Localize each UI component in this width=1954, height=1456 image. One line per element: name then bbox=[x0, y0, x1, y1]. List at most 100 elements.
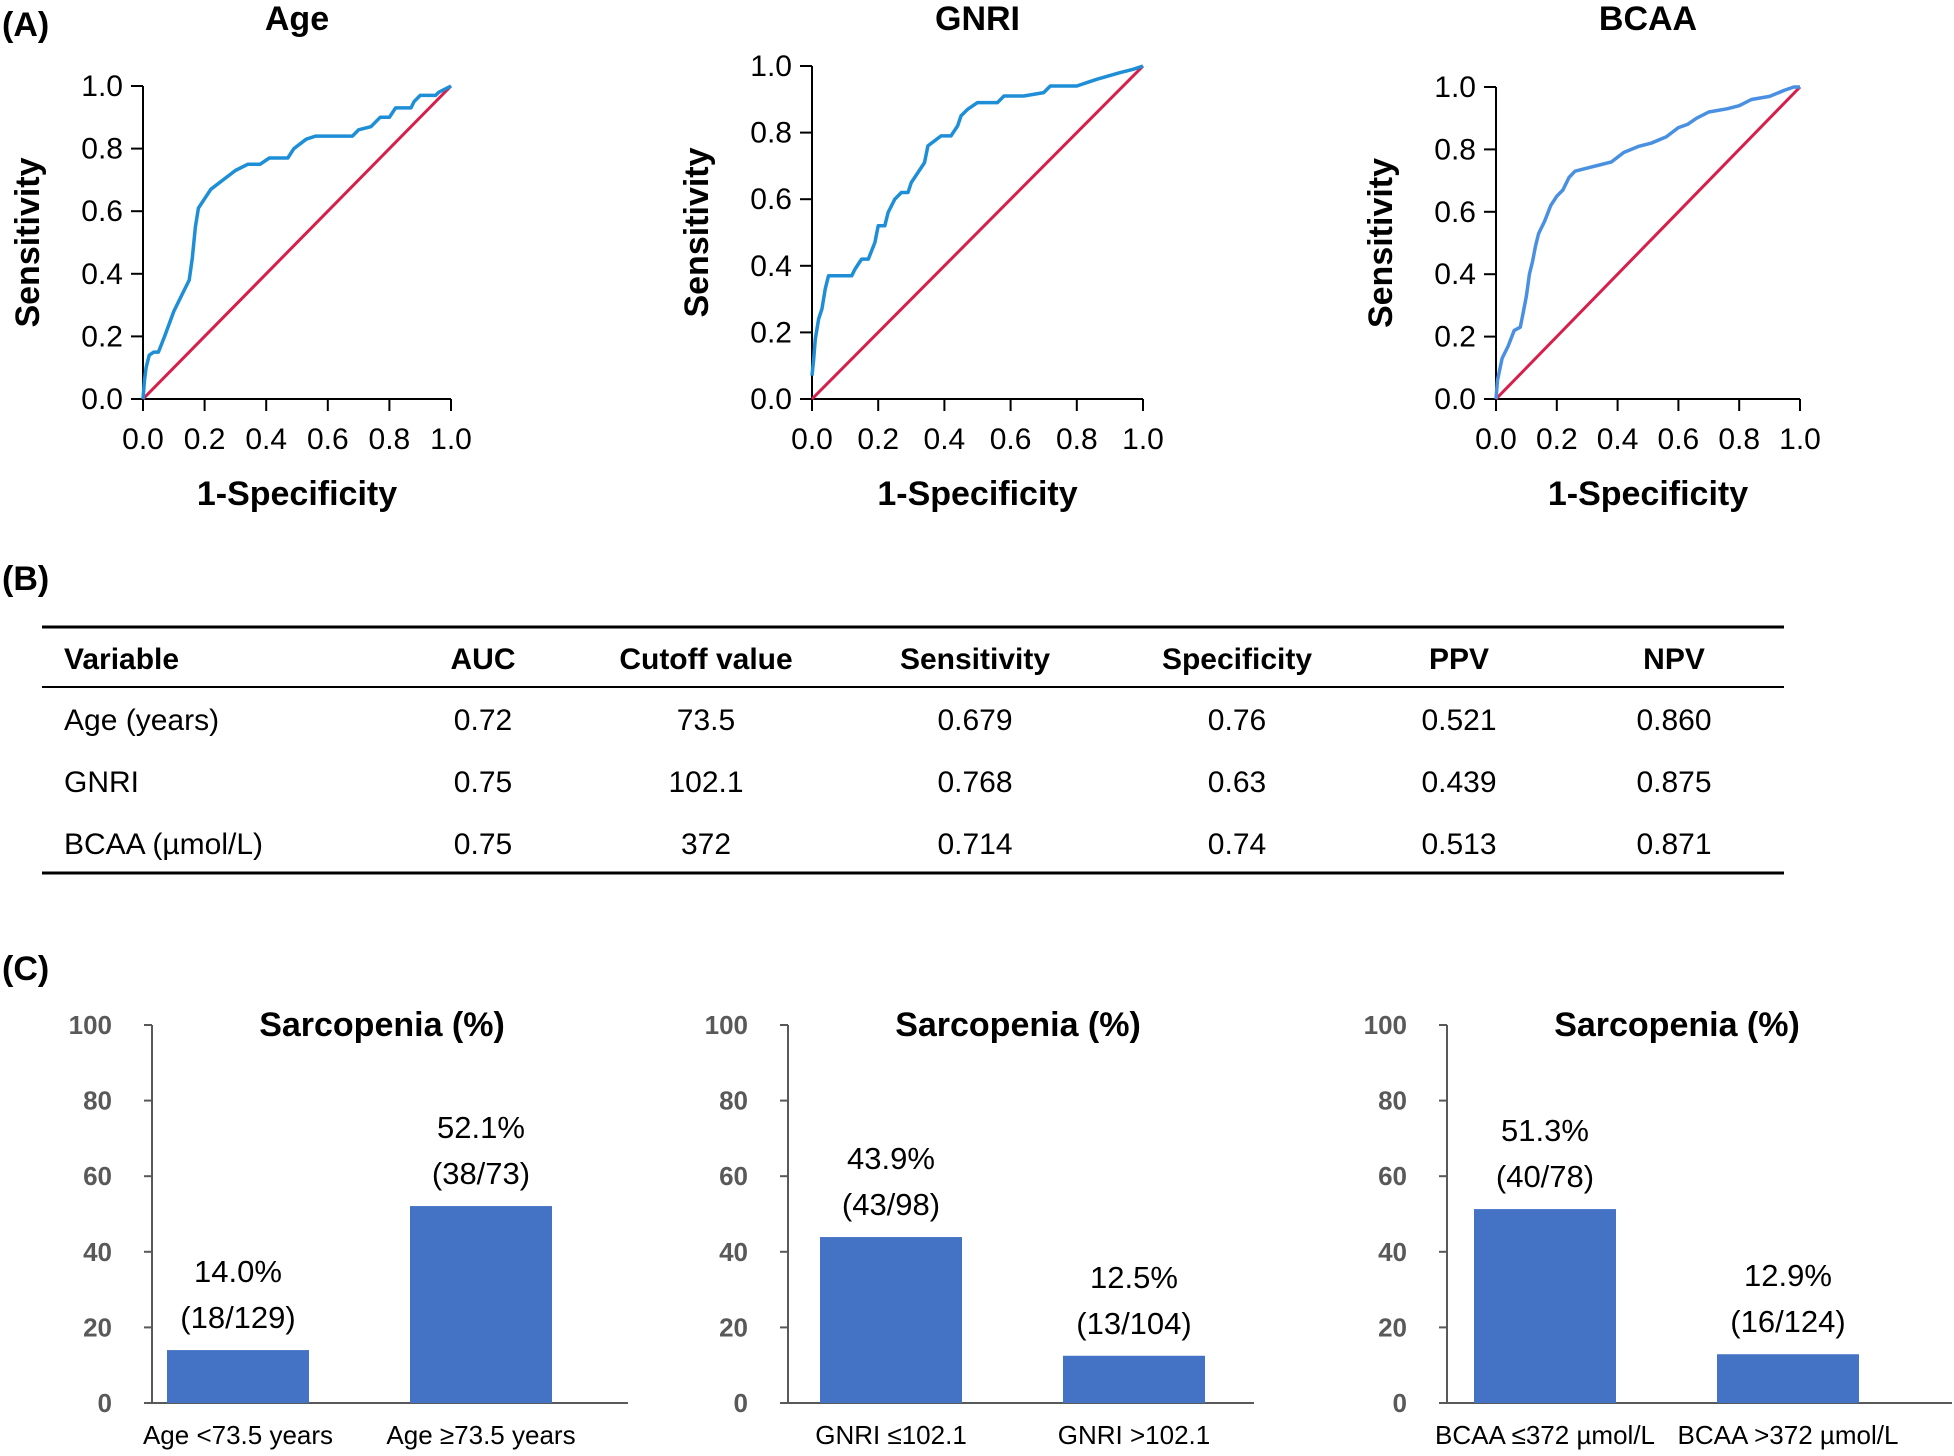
roc-reference-diagonal bbox=[141, 84, 453, 401]
table-cell: 0.875 bbox=[1636, 766, 1711, 799]
table-cell: 0.439 bbox=[1421, 766, 1496, 799]
bar-count-label: (43/98) bbox=[842, 1187, 940, 1222]
bar-category-label: BCAA ≤372 µmol/L bbox=[1435, 1420, 1655, 1450]
bar-chart-title: Sarcopenia (%) bbox=[259, 1006, 505, 1044]
bar-chart-1: Sarcopenia (%) 0 20 40 60 80 100 14.0% (18/129) A… bbox=[69, 1006, 628, 1450]
bar-y-tick-label: 40 bbox=[719, 1237, 748, 1267]
roc-x-tick-label: 0.0 bbox=[1475, 423, 1517, 456]
table-cell: 0.871 bbox=[1636, 828, 1711, 861]
roc-y-tick-label: 0.4 bbox=[1434, 258, 1476, 291]
roc-x-tick-label: 0.6 bbox=[990, 423, 1032, 456]
bar-count-label: (13/104) bbox=[1076, 1306, 1191, 1341]
roc-y-tick-label: 0.2 bbox=[750, 316, 792, 349]
roc-y-tick-label: 1.0 bbox=[750, 50, 792, 83]
roc-x-tick-label: 0.8 bbox=[1718, 423, 1760, 456]
roc-curve-age bbox=[141, 84, 452, 400]
table-header-specificity: Specificity bbox=[1162, 643, 1312, 676]
roc-y-tick-label: 0.8 bbox=[1434, 133, 1476, 166]
roc-title-age: Age bbox=[265, 0, 329, 38]
table-header-cutoff-value: Cutoff value bbox=[619, 643, 792, 676]
bar-y-tick-label: 40 bbox=[83, 1237, 112, 1267]
bar-y-tick-label: 20 bbox=[1378, 1312, 1407, 1342]
bar-1 bbox=[167, 1350, 309, 1403]
roc-y-tick-label: 0.2 bbox=[1434, 321, 1476, 354]
table-header-sensitivity: Sensitivity bbox=[900, 643, 1050, 676]
roc-x-tick-label: 0.0 bbox=[791, 423, 833, 456]
bar-count-label: (40/78) bbox=[1496, 1159, 1594, 1194]
roc-y-tick-label: 0.6 bbox=[81, 195, 123, 228]
bar-value-label: 51.3% bbox=[1501, 1113, 1589, 1148]
bar-chart-title: Sarcopenia (%) bbox=[895, 1006, 1141, 1044]
bar-chart-2: Sarcopenia (%) 0 20 40 60 80 100 43.9% (43/98) GN… bbox=[705, 1006, 1254, 1450]
bar-y-tick-label: 80 bbox=[83, 1086, 112, 1116]
bar-category-label: GNRI ≤102.1 bbox=[815, 1420, 967, 1450]
table-cell: 0.513 bbox=[1421, 828, 1496, 861]
table-cell: 372 bbox=[681, 828, 731, 861]
roc-x-axis-label: 1-Specificity bbox=[197, 475, 397, 513]
table-cell: 102.1 bbox=[668, 766, 743, 799]
bar-y-tick-label: 100 bbox=[69, 1010, 112, 1040]
roc-curve-gnri bbox=[810, 64, 1144, 376]
panel-label-a: (A) bbox=[2, 6, 49, 44]
roc-y-tick-label: 0.0 bbox=[1434, 383, 1476, 416]
roc-x-tick-label: 1.0 bbox=[430, 423, 472, 456]
roc-x-tick-label: 0.4 bbox=[245, 423, 287, 456]
roc-x-tick-label: 0.6 bbox=[1658, 423, 1700, 456]
table-cell: 0.679 bbox=[937, 704, 1012, 737]
summary-table: Variable AUC Cutoff value Sensitivity Specif… bbox=[42, 625, 1784, 875]
roc-x-tick-label: 0.8 bbox=[369, 423, 411, 456]
roc-x-tick-label: 0.2 bbox=[184, 423, 226, 456]
roc-x-axis-label: 1-Specificity bbox=[1548, 475, 1748, 513]
bar-category-label: GNRI >102.1 bbox=[1058, 1420, 1210, 1450]
bar-y-tick-label: 60 bbox=[1378, 1161, 1407, 1191]
roc-y-tick-label: 0.8 bbox=[81, 133, 123, 166]
bar-charts: Sarcopenia (%) 0 20 40 60 80 100 14.0% (18/129) A… bbox=[69, 1006, 1952, 1450]
table-cell: 0.72 bbox=[454, 704, 512, 737]
bar-value-label: 43.9% bbox=[847, 1141, 935, 1176]
roc-x-tick-label: 0.4 bbox=[1597, 423, 1639, 456]
roc-y-tick-label: 0.0 bbox=[750, 383, 792, 416]
bar-1 bbox=[820, 1237, 962, 1403]
roc-plot-gnri: GNRI 0.0 0.0 0.2 0.2 0.4 0.4 0.6 0.6 0.8 0.8 1.0 1.0… bbox=[678, 0, 1164, 513]
bar-category-label: BCAA >372 µmol/L bbox=[1678, 1420, 1899, 1450]
table-cell: 0.860 bbox=[1636, 704, 1711, 737]
roc-y-tick-label: 0.6 bbox=[750, 183, 792, 216]
roc-y-tick-label: 0.6 bbox=[1434, 196, 1476, 229]
roc-y-tick-label: 0.4 bbox=[81, 258, 123, 291]
bar-chart-3: Sarcopenia (%) 0 20 40 60 80 100 51.3% (40/78) BC… bbox=[1364, 1006, 1952, 1450]
bar-y-tick-label: 80 bbox=[719, 1086, 748, 1116]
bar-y-tick-label: 20 bbox=[719, 1312, 748, 1342]
bar-value-label: 12.9% bbox=[1744, 1258, 1832, 1293]
bar-category-label: Age ≥73.5 years bbox=[386, 1420, 575, 1450]
table-row-label: BCAA (µmol/L) bbox=[64, 828, 263, 861]
bar-2 bbox=[1717, 1354, 1859, 1403]
table-cell: 0.75 bbox=[454, 766, 512, 799]
table-header-ppv: PPV bbox=[1429, 643, 1489, 676]
roc-reference-diagonal bbox=[810, 64, 1145, 401]
bar-value-label: 52.1% bbox=[437, 1110, 525, 1145]
roc-y-tick-label: 0.0 bbox=[81, 383, 123, 416]
bar-1 bbox=[1474, 1209, 1616, 1403]
roc-y-axis-label: Sensitivity bbox=[9, 157, 47, 327]
table-header-auc: AUC bbox=[451, 643, 516, 676]
roc-reference-diagonal bbox=[1494, 85, 1802, 401]
bar-count-label: (16/124) bbox=[1730, 1304, 1845, 1339]
bar-y-tick-label: 0 bbox=[734, 1388, 748, 1418]
table-cell: 0.768 bbox=[937, 766, 1012, 799]
bar-value-label: 14.0% bbox=[194, 1254, 282, 1289]
table-cell: 73.5 bbox=[677, 704, 735, 737]
roc-y-axis-label: Sensitivity bbox=[678, 147, 716, 317]
panel-label-b: (B) bbox=[2, 560, 49, 598]
bar-2 bbox=[1063, 1355, 1205, 1403]
bar-y-tick-label: 60 bbox=[719, 1161, 748, 1191]
roc-x-axis-label: 1-Specificity bbox=[877, 475, 1077, 513]
table-cell: 0.714 bbox=[937, 828, 1012, 861]
roc-plot-bcaa: BCAA 0.0 0.0 0.2 0.2 0.4 0.4 0.6 0.6 0.8 0.8 1.0 1.0… bbox=[1362, 0, 1821, 513]
bar-y-tick-label: 40 bbox=[1378, 1237, 1407, 1267]
table-cell: 0.63 bbox=[1208, 766, 1266, 799]
bar-count-label: (38/73) bbox=[432, 1156, 530, 1191]
roc-x-tick-label: 0.6 bbox=[307, 423, 349, 456]
roc-x-tick-label: 0.0 bbox=[122, 423, 164, 456]
roc-y-tick-label: 0.8 bbox=[750, 117, 792, 150]
